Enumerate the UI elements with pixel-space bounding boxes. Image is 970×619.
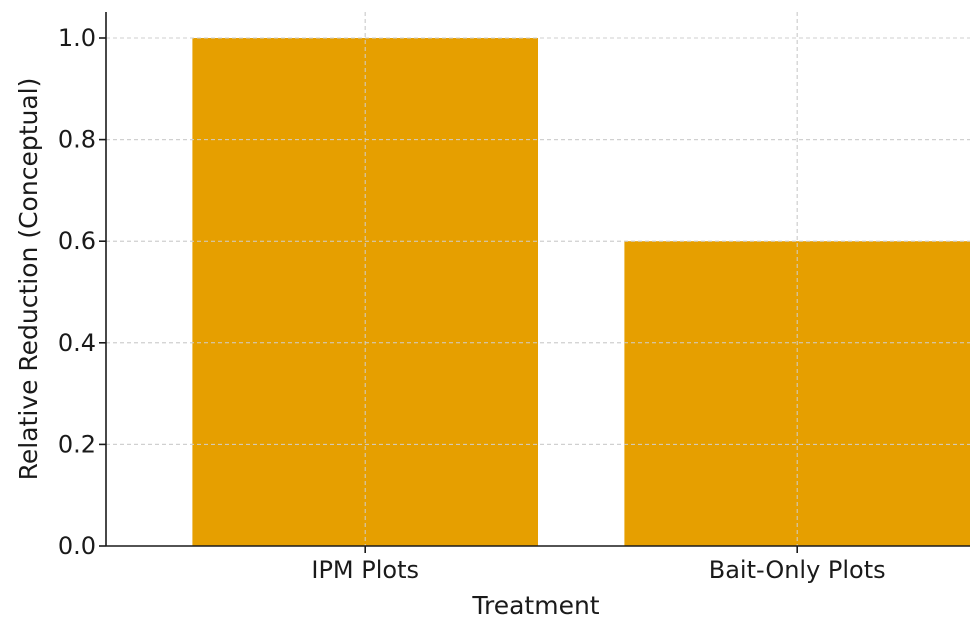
x-tick-label: IPM Plots <box>311 556 419 584</box>
y-ticks: 0.0 0.2 0.4 0.6 0.8 1.0 <box>58 24 106 560</box>
x-axis-title: Treatment <box>471 591 599 619</box>
y-tick-label: 1.0 <box>58 24 96 52</box>
y-tick-label: 0.8 <box>58 126 96 154</box>
y-axis-title: Relative Reduction (Conceptual) <box>14 78 43 481</box>
bars <box>106 12 970 546</box>
y-tick-label: 0.0 <box>58 532 96 560</box>
y-tick-label: 0.4 <box>58 329 96 357</box>
y-tick-label: 0.2 <box>58 430 96 458</box>
y-tick-label: 0.6 <box>58 227 96 255</box>
x-tick-label: Bait-Only Plots <box>709 556 886 584</box>
x-ticks: IPM Plots Bait-Only Plots <box>311 546 886 584</box>
